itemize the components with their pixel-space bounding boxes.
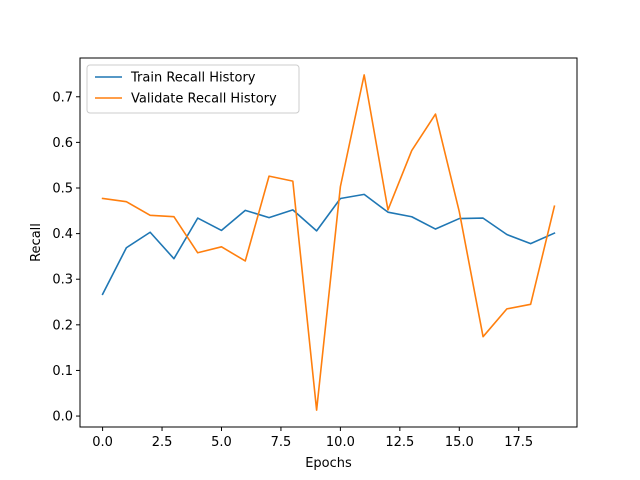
y-tick-label: 0.7: [52, 90, 73, 105]
x-tick-label: 10.0: [326, 435, 355, 450]
x-tick-label: 0.0: [92, 435, 113, 450]
x-tick-label: 17.5: [504, 435, 533, 450]
x-axis-label: Epochs: [305, 456, 352, 471]
x-tick-label: 7.5: [271, 435, 292, 450]
y-axis-ticks: 0.0 0.1 0.2 0.3 0.4 0.5 0.6 0.7: [52, 90, 80, 425]
x-tick-label: 12.5: [385, 435, 414, 450]
y-tick-label: 0.3: [52, 273, 73, 288]
legend-label-validate: Validate Recall History: [131, 92, 277, 107]
series-layer: [101, 74, 556, 411]
x-tick-label: 15.0: [445, 435, 474, 450]
y-tick-label: 0.4: [52, 227, 73, 242]
y-tick-label: 0.6: [52, 136, 73, 151]
legend-label-train: Train Recall History: [130, 71, 256, 86]
series-line-validate-recall: [101, 74, 556, 411]
x-axis-ticks: 0.0 2.5 5.0 7.5 10.0 12.5 15.0 17.5: [92, 427, 533, 450]
plot-area-frame: [79, 57, 578, 428]
x-tick-label: 5.0: [211, 435, 232, 450]
legend-box: [86, 64, 300, 114]
x-tick-label: 2.5: [152, 435, 173, 450]
legend: Train Recall History Validate Recall Hist…: [86, 64, 300, 114]
y-tick-label: 0.5: [52, 181, 73, 196]
y-tick-label: 0.1: [52, 364, 73, 379]
series-line-train-recall: [101, 193, 556, 296]
y-tick-label: 0.0: [52, 410, 73, 425]
y-tick-label: 0.2: [52, 318, 73, 333]
y-axis-label: Recall: [29, 223, 44, 262]
